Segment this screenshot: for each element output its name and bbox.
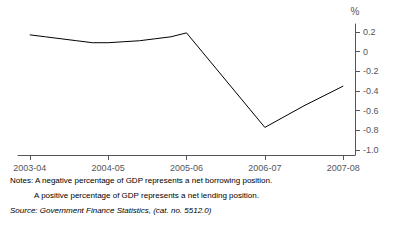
svg-text:-0.4: -0.4 [363,86,379,96]
svg-text:2006-07: 2006-07 [248,163,281,173]
svg-text:Source: Government Finance Sta: Source: Government Finance Statistics, (… [10,206,212,215]
svg-text:A positive percentage of GDP r: A positive percentage of GDP represents … [10,191,259,200]
svg-text:2004-05: 2004-05 [92,163,125,173]
svg-text:-1.0: -1.0 [363,145,379,155]
svg-text:0: 0 [363,47,368,57]
svg-text:2005-06: 2005-06 [170,163,203,173]
svg-text:%: % [351,6,360,17]
svg-text:-0.8: -0.8 [363,125,379,135]
svg-text:-0.6: -0.6 [363,106,379,116]
svg-text:2003-04: 2003-04 [13,163,46,173]
svg-text:Notes: A negative percentage o: Notes: A negative percentage of GDP repr… [10,176,272,185]
svg-text:0.2: 0.2 [363,27,376,37]
svg-text:2007-08: 2007-08 [327,163,360,173]
svg-text:-0.2: -0.2 [363,66,379,76]
